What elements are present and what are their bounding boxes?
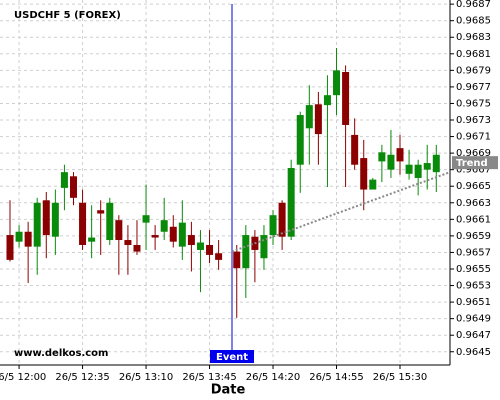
x-axis-label: Date: [211, 383, 246, 398]
candle-body: [88, 237, 96, 242]
y-tick-label: 0.9665: [456, 181, 491, 192]
candle-body: [69, 176, 77, 198]
y-tick-label: 0.9679: [456, 65, 491, 76]
candle-body: [187, 235, 195, 245]
candle-body: [242, 235, 250, 269]
candle-body: [314, 104, 322, 135]
candle-body: [260, 235, 268, 259]
y-tick-label: 0.9663: [456, 198, 491, 209]
x-tick-label: 26/5 14:20: [246, 372, 300, 383]
candle-body: [60, 172, 68, 188]
candle-body: [215, 253, 223, 260]
y-tick-label: 0.9655: [456, 264, 491, 275]
watermark: www.delkos.com: [14, 348, 108, 359]
chart-title: USDCHF 5 (FOREX): [14, 10, 121, 21]
x-tick-label: 26/5 13:45: [182, 372, 236, 383]
candle-body: [169, 226, 177, 242]
y-tick-label: 0.9683: [456, 32, 491, 43]
trend-label-box: [452, 156, 498, 170]
y-tick-label: 0.9649: [456, 314, 491, 325]
y-tick-label: 0.9659: [456, 231, 491, 242]
candle-body: [369, 179, 377, 190]
candle-body: [278, 202, 286, 237]
y-tick-label: 0.9677: [456, 82, 491, 93]
y-tick-label: 0.9647: [456, 330, 491, 341]
candle-body: [206, 244, 214, 255]
y-tick-label: 0.9669: [456, 148, 491, 159]
y-tick-label: 0.9653: [456, 281, 491, 292]
candle-body: [333, 70, 341, 96]
candle-body: [351, 134, 359, 165]
candle-body: [296, 115, 304, 165]
y-tick-label: 0.9661: [456, 214, 491, 225]
candle-body: [42, 200, 50, 236]
candle-body: [142, 215, 150, 223]
candle-body: [79, 202, 87, 245]
event-label: Event: [216, 352, 248, 363]
candle-body: [178, 222, 186, 247]
candle-body: [24, 231, 32, 247]
candle-body: [378, 152, 386, 162]
candle-body: [160, 220, 168, 232]
candle-body: [124, 240, 132, 245]
candle-body: [342, 72, 350, 125]
y-tick-label: 0.9681: [456, 49, 491, 60]
candle-body: [432, 154, 440, 173]
y-tick-label: 0.9673: [456, 115, 491, 126]
candle-body: [51, 202, 59, 237]
candle-body: [151, 235, 159, 238]
candle-body: [97, 210, 105, 214]
candle-body: [405, 164, 413, 174]
candle-body: [115, 220, 123, 241]
y-tick-label: 0.9685: [456, 16, 491, 27]
y-tick-label: 0.9667: [456, 165, 491, 176]
candle-body: [233, 251, 241, 269]
candle-body: [305, 105, 313, 129]
y-tick-label: 0.9675: [456, 98, 491, 109]
candle-body: [323, 95, 331, 106]
x-tick-label: 26/5 15:30: [373, 372, 427, 383]
candle-body: [106, 202, 114, 241]
y-tick-label: 0.9651: [456, 297, 491, 308]
x-tick-label: 26/5 12:35: [55, 372, 109, 383]
y-tick-label: 0.9657: [456, 247, 491, 258]
y-tick-label: 0.9687: [456, 0, 491, 10]
candle-body: [6, 235, 14, 260]
trend-label: Trend: [456, 158, 488, 169]
trend-line: [231, 171, 451, 253]
candle-body: [387, 154, 395, 170]
candle-body: [414, 164, 422, 178]
x-tick-label: 26/5 12:00: [0, 372, 46, 383]
candle-body: [15, 231, 23, 242]
y-tick-label: 0.9671: [456, 132, 491, 143]
candle-body: [360, 158, 368, 190]
candle-body: [133, 244, 141, 252]
candle-body: [396, 148, 404, 162]
candle-body: [196, 242, 204, 250]
x-tick-label: 26/5 14:55: [309, 372, 363, 383]
x-tick-label: 26/5 13:10: [119, 372, 173, 383]
candle-body: [423, 163, 431, 170]
candle-body: [33, 202, 41, 247]
candle-body: [287, 168, 295, 237]
candle-body: [269, 215, 277, 236]
y-tick-label: 0.9645: [456, 347, 491, 358]
event-label-box: [210, 350, 254, 363]
